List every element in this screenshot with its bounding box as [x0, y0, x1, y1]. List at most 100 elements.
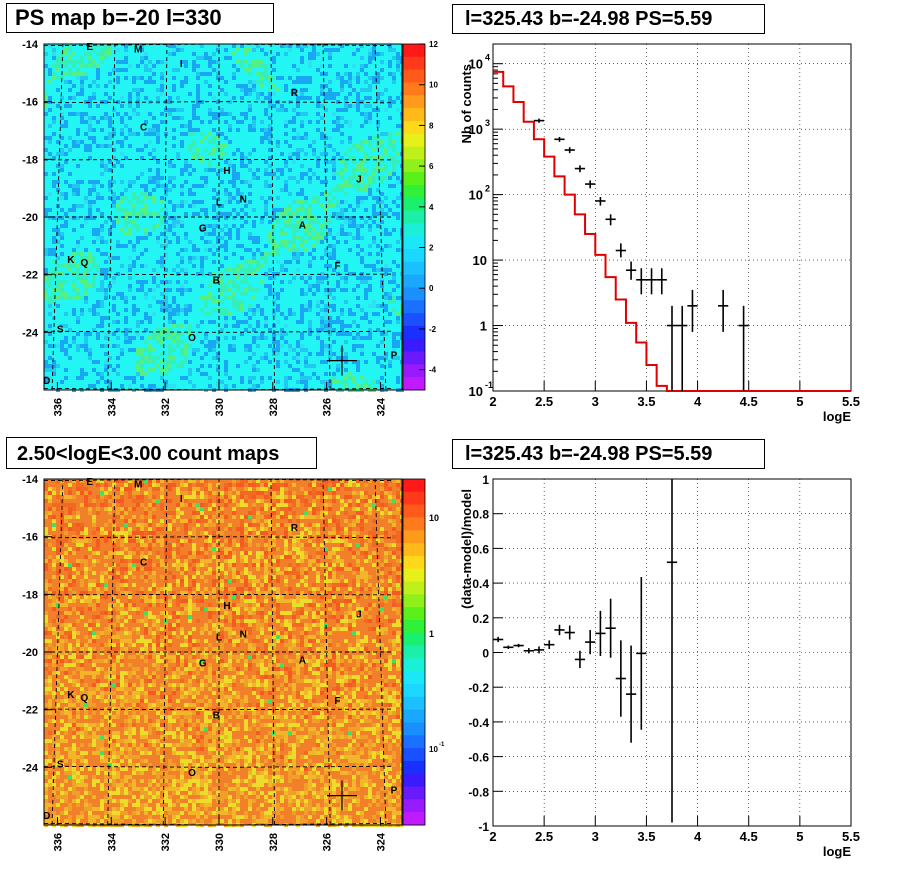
graticule-parallel	[43, 158, 394, 161]
model-histogram	[493, 70, 851, 392]
ps-colorbar-tick-label: 10	[429, 81, 438, 90]
y-tick-label: -0.6	[468, 751, 489, 765]
y-tick-label: 10	[469, 57, 483, 72]
graticule-meridian	[374, 43, 387, 391]
x-tick-label: 4	[694, 394, 702, 409]
y-tick-exponent: -1	[485, 380, 493, 390]
y-tick-label: -1	[478, 820, 489, 834]
y-axis-label: (data-model)/model	[459, 489, 474, 609]
x-tick-label: 324	[375, 397, 387, 416]
source-label-H: H	[223, 166, 230, 177]
source-label-C: C	[140, 123, 147, 134]
graticule-meridian	[51, 43, 64, 391]
y-tick-label: -14	[22, 39, 39, 51]
x-tick-label: 326	[322, 398, 334, 416]
source-label-I: I	[180, 494, 183, 505]
source-label-B: B	[213, 710, 220, 721]
y-tick-label: -18	[22, 589, 38, 601]
y-tick-label: -24	[22, 762, 39, 774]
source-label-P: P	[391, 350, 398, 361]
y-tick-exponent: 4	[485, 53, 490, 63]
y-tick-label: -20	[22, 212, 38, 224]
source-label-K: K	[67, 255, 75, 266]
source-label-H: H	[223, 601, 230, 612]
source-label-G: G	[199, 658, 207, 669]
x-axis-label: logE	[823, 844, 851, 859]
y-tick-label: -0.8	[468, 785, 489, 799]
x-tick-label: 334	[106, 397, 118, 416]
y-tick-label: 10	[469, 188, 483, 203]
source-label-F: F	[334, 696, 340, 707]
source-label-S: S	[57, 324, 64, 335]
source-label-D: D	[43, 811, 50, 822]
graticule-meridian	[107, 43, 116, 391]
x-tick-label: 336	[52, 398, 64, 416]
y-tick-label: 1	[480, 319, 487, 334]
x-tick-label: 4.5	[740, 394, 758, 409]
graticule-parallel	[44, 330, 394, 333]
y-tick-label: 10	[469, 384, 483, 399]
graticule-meridian	[322, 43, 331, 391]
source-label-L: L	[216, 197, 222, 208]
y-tick-label: -22	[22, 270, 38, 282]
ps-colorbar-tick-label: 12	[429, 40, 438, 49]
x-tick-label: 328	[268, 398, 280, 416]
source-label-P: P	[391, 785, 398, 796]
x-tick-label: 5	[796, 394, 803, 409]
x-tick-label: 328	[268, 833, 280, 851]
x-tick-label: 3	[592, 829, 599, 844]
residual-title: l=325.43 b=-24.98 PS=5.59	[452, 439, 765, 469]
x-tick-label: 330	[214, 398, 226, 416]
x-tick-label: 3	[592, 394, 599, 409]
count-colorbar-tick-exponent: -1	[439, 742, 445, 748]
y-tick-label: -18	[22, 154, 38, 166]
count-map-title: 2.50<logE<3.00 count maps	[6, 437, 317, 469]
x-tick-label: 332	[160, 833, 172, 851]
graticule-parallel	[43, 593, 394, 596]
y-tick-label: 10	[469, 122, 483, 137]
x-tick-label: 2.5	[535, 394, 553, 409]
source-label-M: M	[134, 45, 142, 56]
x-tick-label: 4.5	[740, 829, 758, 844]
ps-colorbar-tick-label: -4	[429, 366, 437, 375]
y-tick-label: -20	[22, 647, 38, 659]
source-label-G: G	[199, 223, 207, 234]
y-tick-label: -0.2	[468, 681, 489, 695]
y-tick-label: -24	[22, 327, 39, 339]
x-tick-label: 336	[52, 833, 64, 851]
graticule-parallel	[44, 765, 394, 768]
y-tick-label: -16	[22, 532, 38, 544]
x-tick-label: 4	[694, 829, 702, 844]
x-axis-label: logE	[823, 409, 851, 424]
spectrum-title: l=325.43 b=-24.98 PS=5.59	[452, 4, 765, 34]
source-label-C: C	[140, 558, 147, 569]
y-tick-label: 0.6	[472, 542, 489, 556]
source-label-I: I	[180, 59, 183, 70]
y-tick-label: -16	[22, 97, 38, 109]
count-colorbar-tick-label: 10	[429, 513, 439, 523]
ps-colorbar-frame	[402, 43, 426, 391]
source-label-J: J	[356, 174, 362, 185]
ps-map-title: PS map b=-20 l=330	[6, 3, 274, 33]
count-colorbar-tick-label: 1	[429, 629, 434, 639]
ps-colorbar-tick-label: 0	[429, 284, 434, 293]
x-tick-label: 332	[160, 398, 172, 416]
y-tick-label: -14	[22, 474, 39, 486]
ps-colorbar-tick-label: 6	[429, 162, 434, 171]
source-label-A: A	[299, 221, 306, 232]
y-tick-label: -0.4	[468, 716, 489, 730]
graticule-parallel	[43, 708, 394, 711]
ps-colorbar-tick-label: 4	[429, 203, 434, 212]
x-tick-label: 5.5	[842, 829, 860, 844]
graticule-meridian	[107, 478, 116, 826]
source-label-F: F	[334, 261, 340, 272]
x-tick-label: 330	[214, 833, 226, 851]
source-label-E: E	[86, 477, 93, 488]
y-tick-exponent: 2	[485, 184, 490, 194]
x-tick-label: 2.5	[535, 829, 553, 844]
cm-map: E M I R C H J L N G A K Q F B S O P D -14 -16 -18 -20 -22 -24 336…	[22, 474, 404, 851]
graticule-meridian	[51, 478, 64, 826]
x-tick-label: 5	[796, 829, 803, 844]
